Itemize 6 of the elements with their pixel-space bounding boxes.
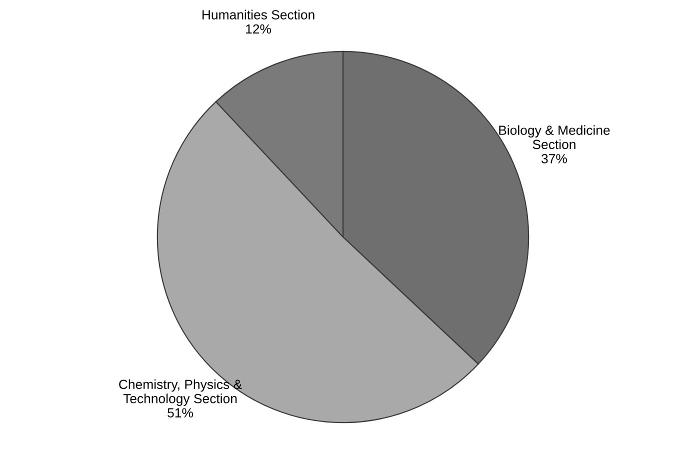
data-label: 37% [542, 154, 567, 164]
slice-label: Chemistry, Physics & Technology Section [119, 379, 242, 406]
data-label: 51% [168, 408, 193, 418]
slice-label: Humanities Section [202, 10, 314, 20]
data-label: 12% [246, 24, 272, 34]
slice-label: Biology & Medicine Section [499, 125, 610, 150]
